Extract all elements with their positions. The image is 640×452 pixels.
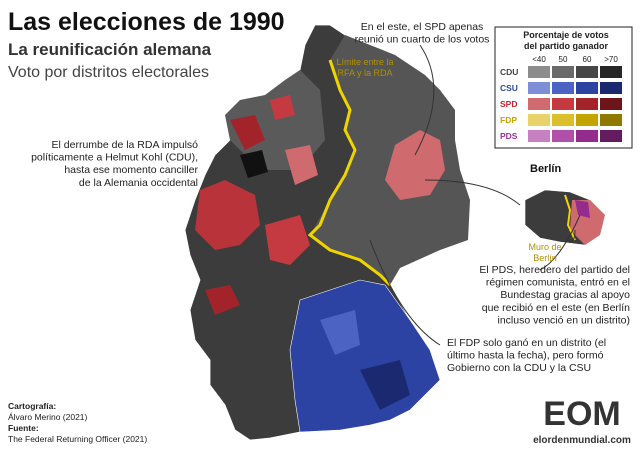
- legend-title: Porcentaje de votos del partido ganador: [523, 30, 609, 51]
- legend-swatch: [600, 98, 622, 110]
- arrows: [369, 44, 581, 346]
- legend-swatch: [552, 130, 574, 142]
- legend-swatch: [576, 114, 598, 126]
- legend-swatch: [576, 82, 598, 94]
- arrow-wall: [567, 229, 576, 242]
- cdu-westphalia: [240, 150, 268, 178]
- text-line: Límite entre la: [336, 57, 393, 67]
- text-line: El FDP solo ganó en un distrito (el: [447, 337, 606, 349]
- ann-kohl: El derrumbe de la RDA impulsó políticamen…: [31, 139, 198, 189]
- arrow-berlin: [424, 179, 521, 206]
- text-line: Muro de: [528, 242, 561, 252]
- arrow-spd: [414, 44, 435, 156]
- text-line: Gobierno con la CDU y la CSU: [447, 362, 591, 374]
- legend-swatch: [600, 82, 622, 94]
- legend-swatch: [600, 114, 622, 126]
- legend-swatch: [528, 114, 550, 126]
- text-line: El derrumbe de la RDA impulsó: [52, 139, 199, 151]
- text-line: hasta ese momento canciller: [64, 164, 198, 176]
- spd-north: [230, 115, 265, 150]
- spd-lower-saxony: [285, 145, 318, 185]
- legend-swatch: [576, 98, 598, 110]
- legend-swatch: [600, 66, 622, 78]
- arrow-fdp: [369, 239, 441, 346]
- subtitle: La reunificación alemana: [8, 40, 212, 59]
- legend-party: PDS: [500, 131, 518, 141]
- inner-border: [307, 59, 392, 287]
- csu-light: [320, 310, 360, 355]
- legend-swatch: [528, 82, 550, 94]
- spd-east: [385, 130, 445, 200]
- text-line: de la Alemania occidental: [79, 177, 198, 189]
- subtitle2: Voto por distritos electorales: [8, 64, 209, 81]
- text-line: que recibió en el este (en Berlín: [482, 302, 630, 314]
- ann-spd: En el este, el SPD apenas reunió un cuart…: [355, 21, 490, 46]
- east-region: [310, 35, 470, 285]
- legend-swatch: [528, 66, 550, 78]
- ann-border: Límite entre la RFA y la RDA: [336, 57, 393, 78]
- logo-site: elordenmundial.com: [533, 435, 631, 446]
- legend-bin: 60: [583, 55, 592, 64]
- source-label: Fuente:: [8, 423, 39, 433]
- berlin-inset: [524, 189, 606, 246]
- credit: Álvaro Merino (2021): [8, 412, 88, 422]
- text-line: régimen comunista, entró en el: [486, 277, 630, 289]
- legend-swatch: [528, 98, 550, 110]
- text-line: Berlín: [533, 253, 557, 263]
- legend-swatch: [552, 98, 574, 110]
- ann-fdp: El FDP solo ganó en un distrito (el últim…: [447, 337, 606, 374]
- legend-bin: <40: [532, 55, 546, 64]
- ann-wall: Muro de Berlín: [528, 242, 561, 263]
- legend-party: FDP: [500, 115, 517, 125]
- text-line: del partido ganador: [524, 41, 609, 51]
- text-line: El PDS, heredero del partido del: [479, 264, 630, 276]
- arrow-pds: [539, 214, 581, 271]
- logo: EOM: [543, 395, 620, 433]
- text-line: RFA y la RDA: [337, 68, 392, 78]
- legend-swatch: [576, 66, 598, 78]
- legend-bin: 50: [559, 55, 568, 64]
- legend-swatch: [528, 130, 550, 142]
- legend-swatch: [576, 130, 598, 142]
- text-line: En el este, el SPD apenas: [361, 21, 484, 33]
- ann-pds: El PDS, heredero del partido del régimen …: [479, 264, 630, 326]
- credit-label: Cartografía:: [8, 401, 56, 411]
- legend-swatch: [552, 114, 574, 126]
- spd-hamburg: [270, 95, 295, 120]
- csu-dark: [360, 360, 410, 410]
- legend-swatch: [600, 130, 622, 142]
- text-line: incluso venció en un distrito): [498, 314, 631, 326]
- legend: Porcentaje de votos del partido ganador <…: [494, 26, 633, 149]
- source: The Federal Returning Officer (2021): [8, 434, 147, 444]
- berlin-pds: [575, 200, 590, 218]
- legend-swatch: [552, 66, 574, 78]
- spd-ruhr: [195, 180, 260, 250]
- legend-party: CDU: [500, 67, 518, 77]
- text-line: reunió un cuarto de los votos: [355, 34, 490, 46]
- berlin-label: Berlín: [530, 163, 561, 175]
- legend-party: SPD: [500, 99, 517, 109]
- text-line: políticamente a Helmut Kohl (CDU),: [31, 152, 198, 164]
- bavaria: [289, 279, 441, 433]
- spd-saar: [205, 285, 240, 315]
- title: Las elecciones de 1990: [8, 8, 285, 36]
- legend-party: CSU: [500, 83, 518, 93]
- map: [184, 24, 471, 441]
- legend-swatch: [552, 82, 574, 94]
- text-line: Porcentaje de votos: [523, 30, 609, 40]
- legend-bin: >70: [604, 55, 618, 64]
- text-line: Bundestag gracias al apoyo: [500, 289, 630, 301]
- spd-hesse: [265, 215, 310, 265]
- text-line: último hasta la fecha), pero formó: [447, 350, 604, 362]
